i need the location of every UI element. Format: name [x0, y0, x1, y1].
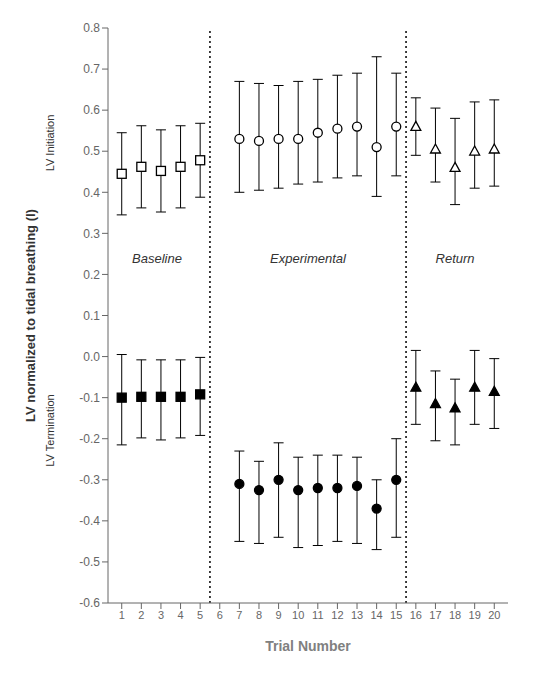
svg-text:17: 17 — [429, 609, 441, 621]
svg-text:0.5: 0.5 — [83, 144, 100, 158]
svg-text:1: 1 — [119, 609, 125, 621]
svg-text:13: 13 — [351, 609, 363, 621]
svg-text:Return: Return — [436, 251, 475, 266]
svg-text:3: 3 — [158, 609, 164, 621]
svg-text:8: 8 — [256, 609, 262, 621]
svg-text:-0.1: -0.1 — [79, 391, 100, 405]
svg-text:5: 5 — [197, 609, 203, 621]
svg-text:11: 11 — [312, 609, 323, 621]
svg-text:15: 15 — [390, 609, 402, 621]
svg-text:4: 4 — [177, 609, 183, 621]
svg-text:LV Termination: LV Termination — [44, 394, 56, 466]
svg-text:-0.4: -0.4 — [79, 514, 100, 528]
svg-text:Trial Number: Trial Number — [265, 638, 351, 654]
svg-text:14: 14 — [371, 609, 383, 621]
svg-text:-0.5: -0.5 — [79, 555, 100, 569]
svg-text:16: 16 — [410, 609, 422, 621]
svg-text:10: 10 — [292, 609, 304, 621]
svg-text:0.6: 0.6 — [83, 103, 100, 117]
svg-text:0.3: 0.3 — [83, 227, 100, 241]
svg-text:-0.6: -0.6 — [79, 596, 100, 610]
svg-text:0.0: 0.0 — [83, 350, 100, 364]
svg-text:19: 19 — [469, 609, 481, 621]
svg-text:12: 12 — [331, 609, 343, 621]
svg-text:LV normalized to tidal breathi: LV normalized to tidal breathing (l) — [23, 209, 38, 422]
svg-text:9: 9 — [276, 609, 282, 621]
svg-text:Baseline: Baseline — [132, 251, 182, 266]
svg-text:0.8: 0.8 — [83, 21, 100, 35]
svg-text:0.2: 0.2 — [83, 268, 100, 282]
svg-text:Experimental: Experimental — [270, 251, 347, 266]
svg-text:18: 18 — [449, 609, 461, 621]
svg-text:0.4: 0.4 — [83, 186, 100, 200]
svg-text:0.7: 0.7 — [83, 62, 100, 76]
svg-text:-0.2: -0.2 — [79, 432, 100, 446]
svg-text:2: 2 — [138, 609, 144, 621]
svg-text:-0.3: -0.3 — [79, 473, 100, 487]
svg-text:LV Initiation: LV Initiation — [44, 115, 56, 172]
svg-text:0.1: 0.1 — [83, 309, 100, 323]
svg-text:6: 6 — [217, 609, 223, 621]
svg-text:20: 20 — [488, 609, 500, 621]
svg-text:7: 7 — [236, 609, 242, 621]
